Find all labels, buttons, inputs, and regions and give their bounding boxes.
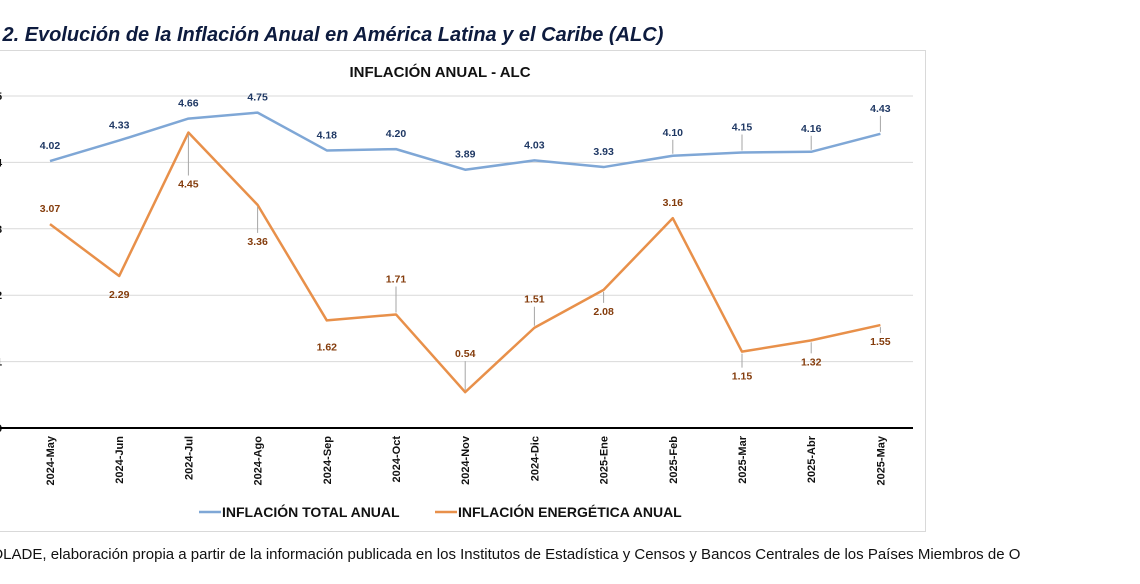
grid-lines	[0, 95, 913, 363]
x-tick-label: 2025-Abr	[806, 435, 818, 483]
x-tick-label: 2024-May	[45, 435, 57, 485]
data-label-energy: 1.51	[524, 294, 545, 306]
legend-label-energy: INFLACIÓN ENERGÉTICA ANUAL	[458, 503, 682, 520]
series-line-energy	[49, 131, 881, 394]
x-tick-label: 2024-Dic	[529, 436, 541, 481]
x-tick-label: 2024-Sep	[322, 436, 334, 485]
y-tick-label: 3	[0, 224, 2, 236]
x-tick-label: 2025-Ene	[599, 436, 611, 484]
y-tick-label: 5	[0, 91, 2, 103]
data-label-energy: 1.55	[870, 336, 891, 348]
data-label-total: 3.89	[455, 149, 476, 161]
data-label-total: 4.20	[386, 128, 407, 140]
x-tick-label: 2024-Jun	[114, 436, 126, 484]
legend-label-total: INFLACIÓN TOTAL ANUAL	[222, 503, 400, 520]
x-tick-label: 2024-Ago	[253, 436, 265, 486]
data-label-total: 4.33	[109, 119, 130, 131]
data-label-energy: 2.08	[593, 306, 614, 318]
y-tick-label: 4	[0, 157, 3, 169]
data-label-energy: 4.45	[178, 179, 199, 191]
data-labels: 4.02 4.33 4.66 4.75 4.18 4.20 3.89 4.03 3.93 4.10…	[40, 92, 891, 391]
data-label-total: 3.93	[593, 146, 614, 158]
data-label-energy: 0.54	[455, 348, 476, 360]
x-tick-label: 2024-Nov	[460, 435, 472, 485]
data-label-total: 4.66	[178, 98, 199, 110]
data-label-energy: 1.62	[317, 341, 338, 353]
data-label-total: 4.18	[317, 129, 338, 141]
x-tick-label: 2024-Jul	[183, 436, 195, 480]
data-label-total: 4.10	[663, 127, 684, 139]
data-label-energy: 2.29	[109, 289, 130, 301]
x-tick-label: 2024-Oct	[391, 436, 403, 483]
data-label-energy: 1.32	[801, 356, 822, 368]
data-label-total: 4.03	[524, 139, 545, 151]
data-label-total: 4.75	[247, 92, 268, 104]
source-note: e: OLADE, elaboración propia a partir de…	[0, 546, 1020, 563]
x-tick-label: 2025-Feb	[668, 436, 680, 484]
data-label-energy: 3.16	[663, 197, 684, 209]
data-label-total: 4.15	[732, 121, 753, 133]
legend: INFLACIÓN TOTAL ANUAL INFLACIÓN ENERGÉTI…	[199, 503, 682, 520]
chart-title: INFLACIÓN ANUAL - ALC	[349, 63, 530, 81]
series	[49, 111, 881, 394]
series-line-total	[49, 111, 881, 171]
data-label-energy: 3.07	[40, 203, 61, 215]
data-label-total: 4.43	[870, 103, 891, 115]
source-text: OLADE, elaboración propia a partir de la…	[0, 546, 1021, 563]
data-label-energy: 1.71	[386, 273, 407, 285]
data-label-total: 4.16	[801, 123, 822, 135]
figure-title: ra 2. Evolución de la Inflación Anual en…	[0, 24, 664, 46]
x-tick-label: 2025-May	[875, 435, 887, 485]
data-label-total: 4.02	[40, 140, 61, 152]
y-tick-label: 1	[0, 357, 2, 369]
x-tick-label: 2025-Mar	[737, 435, 749, 483]
data-label-energy: 1.15	[732, 371, 753, 383]
data-label-energy: 3.36	[247, 236, 268, 248]
y-tick-label: 2	[0, 290, 2, 302]
axes: 0123452024-May2024-Jun2024-Jul2024-Ago20…	[0, 91, 913, 486]
